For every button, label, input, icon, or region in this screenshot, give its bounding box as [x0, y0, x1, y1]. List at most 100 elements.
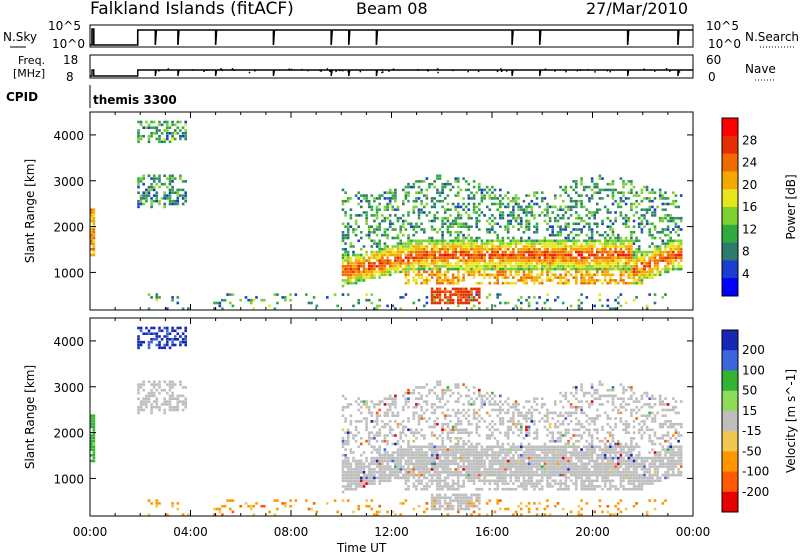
power-cell: [433, 293, 436, 296]
power-cell: [417, 180, 421, 183]
power-cell: [344, 267, 347, 271]
power-cell: [535, 222, 539, 226]
velocity-cell: [381, 400, 384, 403]
power-cell: [580, 276, 583, 279]
velocity-cell: [168, 338, 172, 341]
power-cell: [367, 267, 371, 271]
power-cell: [619, 242, 623, 245]
power-cell: [512, 214, 515, 217]
power-cell: [564, 242, 568, 245]
power-cell: [677, 250, 680, 254]
velocity-cell: [538, 411, 541, 415]
power-cell: [585, 296, 589, 299]
power-cell: [561, 208, 565, 211]
velocity-cell: [506, 468, 510, 471]
power-cell: [674, 222, 678, 226]
velocity-cell: [168, 394, 172, 398]
power-cell: [548, 270, 552, 274]
velocity-cell: [381, 476, 384, 480]
velocity-cell: [499, 400, 502, 403]
power-cell: [493, 267, 497, 271]
velocity-cell: [540, 473, 544, 477]
power-cell: [475, 222, 478, 226]
power-cell: [601, 248, 604, 251]
velocity-cell: [464, 493, 468, 497]
velocity-cell: [373, 420, 376, 423]
power-cell: [171, 177, 174, 180]
power-cell: [520, 276, 523, 279]
power-cell: [341, 253, 345, 257]
velocity-cell: [155, 388, 159, 392]
velocity-cell: [423, 459, 426, 463]
power-cell: [360, 231, 363, 234]
velocity-cell: [388, 456, 392, 460]
power-cell: [475, 250, 478, 254]
velocity-cell: [370, 468, 374, 471]
velocity-cell: [346, 434, 350, 437]
power-cell: [564, 205, 568, 209]
velocity-cell: [346, 485, 350, 488]
power-cell: [436, 270, 439, 274]
power-cell: [344, 225, 347, 228]
power-cell: [509, 250, 513, 254]
power-cell: [593, 239, 596, 243]
power-cell: [643, 214, 646, 217]
power-cell: [472, 304, 476, 308]
velocity-cell: [472, 479, 476, 483]
power-cell: [575, 199, 578, 203]
power-cell: [572, 228, 575, 231]
power-cell: [367, 270, 371, 274]
velocity-cell: [184, 338, 187, 341]
power-cell: [637, 239, 641, 243]
power-cell: [596, 253, 599, 257]
power-cell: [533, 216, 536, 220]
velocity-cell: [446, 513, 450, 516]
power-cell: [441, 279, 444, 282]
power-cell: [441, 231, 444, 234]
power-cell: [577, 214, 581, 217]
power-cell: [158, 296, 161, 299]
power-cell: [677, 253, 680, 257]
velocity-cell: [155, 343, 159, 347]
power-cell: [407, 185, 410, 189]
power-cell: [388, 214, 392, 217]
power-cell: [446, 267, 450, 271]
power-cell: [564, 188, 568, 192]
velocity-cell: [415, 445, 418, 449]
velocity-cell: [457, 411, 460, 415]
power-cell: [423, 211, 426, 214]
power-cell: [381, 273, 384, 277]
power-cell: [150, 188, 153, 192]
power-cell: [653, 214, 657, 217]
power-cell: [412, 228, 416, 231]
power-cell: [554, 216, 557, 220]
power-cell: [588, 197, 591, 200]
power-cell: [677, 262, 680, 265]
power-cell: [627, 197, 631, 200]
power-cell: [428, 267, 431, 271]
power-cell: [443, 185, 447, 189]
power-cell: [409, 265, 413, 268]
power-cell: [470, 298, 473, 302]
velocity-cell: [357, 420, 360, 423]
velocity-cell: [158, 408, 161, 412]
velocity-cell: [346, 442, 350, 446]
velocity-cell: [475, 417, 478, 420]
power-cell: [480, 281, 484, 285]
power-cell: [575, 233, 578, 237]
velocity-cell: [92, 451, 96, 454]
velocity-cell: [399, 456, 402, 460]
power-cell: [580, 293, 583, 296]
power-cell: [543, 242, 547, 245]
power-cell: [409, 239, 413, 243]
velocity-cell: [430, 468, 434, 471]
power-cell: [656, 245, 659, 248]
velocity-cell: [388, 420, 392, 423]
power-cell: [506, 256, 510, 260]
power-cell: [457, 259, 460, 262]
velocity-cell: [396, 454, 400, 457]
velocity-cell: [504, 487, 507, 491]
velocity-cell: [370, 437, 374, 440]
velocity-cell: [378, 434, 381, 437]
power-cell: [551, 256, 554, 260]
